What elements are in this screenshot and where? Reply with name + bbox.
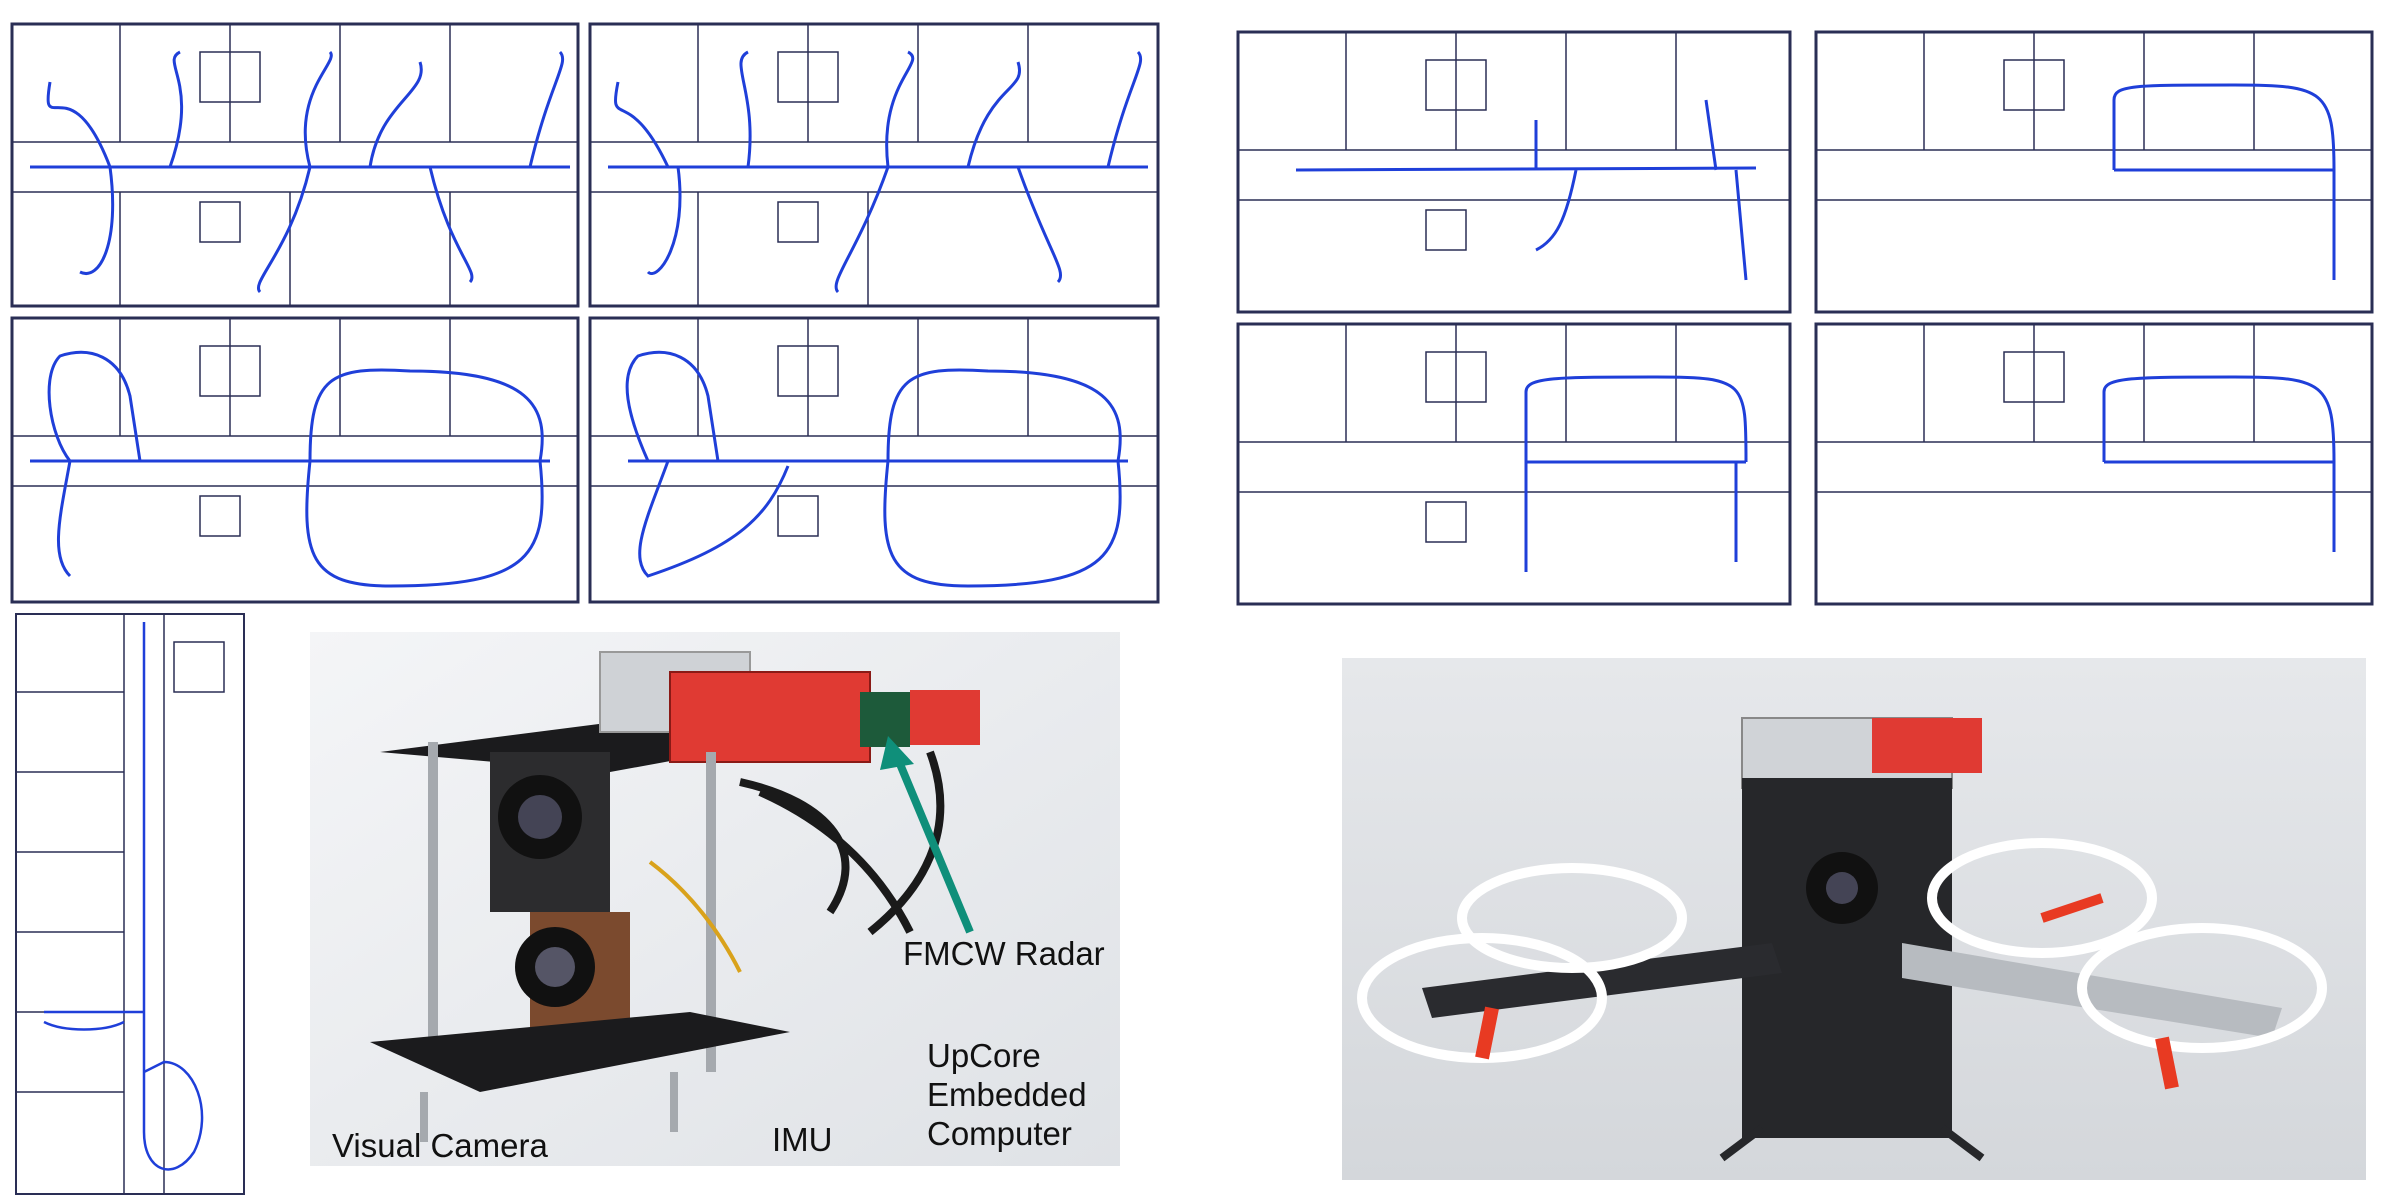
floorplan-map	[10, 316, 580, 604]
floorplan-left-bottom-left	[10, 316, 580, 604]
upcore-label-line1: UpCore	[927, 1037, 1041, 1074]
visual-camera-label: Visual Camera	[332, 1127, 548, 1164]
floorplan-left-bottom-right	[588, 316, 1160, 604]
arrow-icon	[880, 736, 914, 770]
floorplan-right-top-left	[1236, 30, 1792, 314]
floorplan-vertical	[14, 612, 246, 1196]
floorplan-map	[1814, 322, 2374, 606]
floorplan-map	[1236, 30, 1792, 314]
imu-label: IMU	[772, 1121, 833, 1158]
floorplan-left-top-left	[10, 22, 580, 308]
floorplan-map	[1236, 322, 1792, 606]
floorplan-map	[1814, 30, 2374, 314]
drone-photo	[1342, 658, 2366, 1185]
floorplan-right-bottom-left	[1236, 322, 1792, 606]
upcore-label-line2: Embedded	[927, 1076, 1087, 1113]
floorplan-map	[10, 22, 580, 308]
sensor-rig-photo: FMCW Radar UpCore Embedded Computer Visu…	[310, 632, 1120, 1171]
floorplan-left-top-right	[588, 22, 1160, 308]
fmcw-radar-label: FMCW Radar	[903, 935, 1105, 972]
upcore-label-line3: Computer	[927, 1115, 1072, 1152]
floorplan-map	[588, 316, 1160, 604]
floorplan-right-bottom-right	[1814, 322, 2374, 606]
floorplan-right-top-right	[1814, 30, 2374, 314]
floorplan-map	[15, 613, 245, 1195]
floorplan-map	[588, 22, 1160, 308]
